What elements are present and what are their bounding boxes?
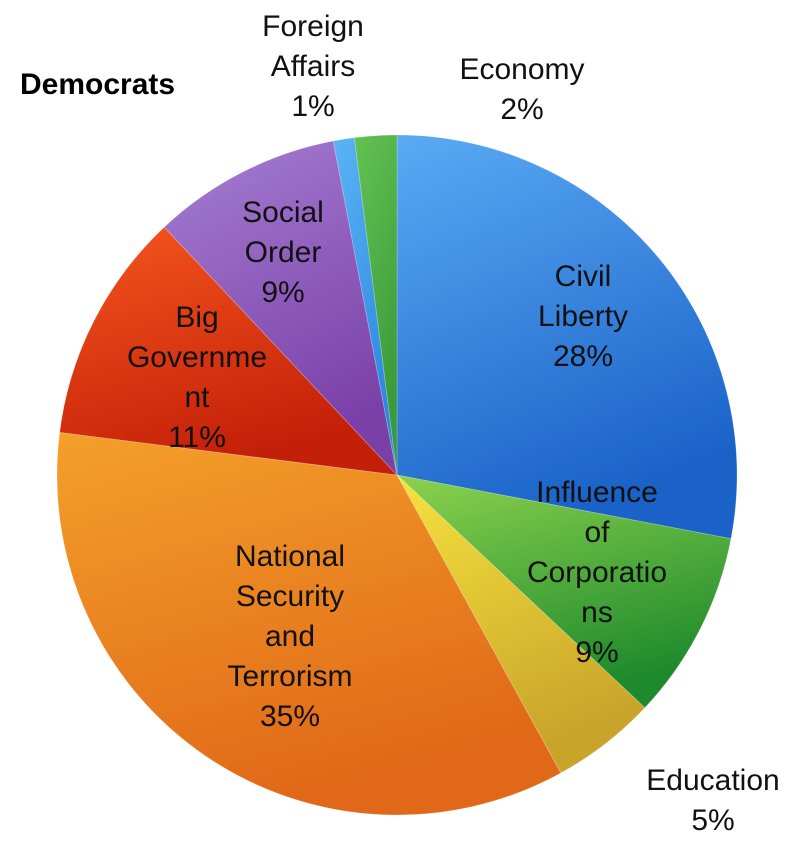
slice-label-line: Foreign: [262, 10, 364, 43]
slice-label-line: 5%: [691, 804, 734, 837]
slice-label-line: Governme: [127, 341, 267, 374]
slice-label-big-government: Big Governme nt 11%: [127, 301, 267, 454]
slice-label-line: Corporatio: [527, 556, 667, 589]
slice-label-line: 1%: [291, 90, 334, 123]
slice-label-line: Civil: [555, 260, 612, 293]
slice-label-line: Liberty: [538, 300, 628, 333]
slice-label-line: of: [584, 516, 610, 549]
slice-label-social-order: Social Order 9%: [242, 196, 324, 309]
slice-label-line: 2%: [500, 93, 543, 126]
slice-label-economy: Economy 2%: [459, 53, 584, 126]
pie-slice-influence-of-corporations: [395, 474, 732, 709]
slice-label-foreign-affairs: Foreign Affairs 1%: [262, 10, 364, 123]
slice-label-line: 35%: [260, 700, 320, 733]
slice-label-line: 9%: [575, 636, 618, 669]
slice-label-line: Social: [242, 196, 324, 229]
slice-label-national-security-and-terrorism: National Security and Terrorism 35%: [228, 540, 353, 733]
pie-slice-social-order: [163, 140, 398, 477]
pie-slice-national-security-and-terrorism: [56, 431, 562, 816]
pie-slice-economy: [353, 134, 398, 476]
slice-label-line: Order: [245, 236, 322, 269]
slice-label-civil-liberty: Civil Liberty 28%: [538, 260, 628, 373]
slice-label-line: Security: [236, 580, 344, 613]
slice-label-line: 11%: [168, 421, 226, 454]
pie-slice-civil-liberty: [396, 134, 738, 540]
slice-label-line: Big: [175, 301, 218, 334]
labels-layer: Civil Liberty 28% Influence of Corporatio ns 9%…: [127, 10, 780, 837]
slice-label-line: National: [235, 540, 345, 573]
slices-layer: [56, 134, 738, 816]
slice-label-line: Economy: [459, 53, 584, 86]
pie-slice-education: [396, 474, 646, 774]
slice-label-line: ns: [581, 596, 613, 629]
slice-label-line: 9%: [261, 276, 304, 309]
pie-slice-big-government: [59, 226, 399, 476]
chart-title: Democrats: [20, 68, 175, 101]
slice-label-education: Education 5%: [646, 764, 779, 837]
slice-label-line: Influence: [536, 476, 658, 509]
slice-label-line: Terrorism: [228, 660, 353, 693]
pie-slice-foreign-affairs: [332, 137, 398, 476]
slice-label-influence-of-corporations: Influence of Corporatio ns 9%: [527, 476, 667, 669]
slice-label-line: and: [265, 620, 315, 653]
slice-label-line: Affairs: [271, 50, 355, 83]
slice-label-line: nt: [184, 381, 210, 414]
slice-label-line: Education: [646, 764, 779, 797]
slice-label-line: 28%: [553, 340, 613, 373]
